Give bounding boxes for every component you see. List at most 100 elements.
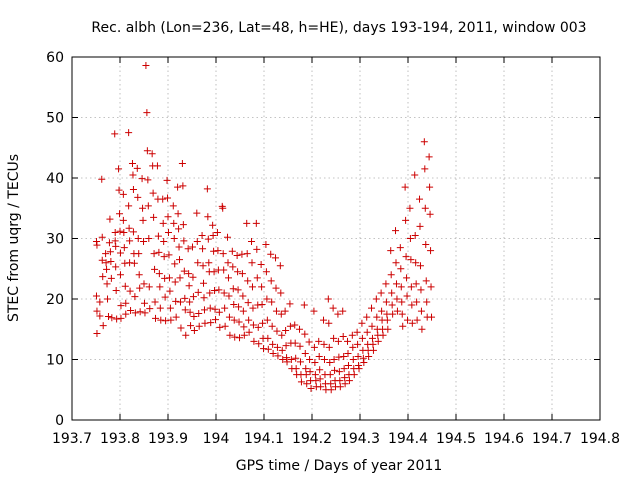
data-point [92,292,100,300]
data-point [238,270,246,278]
data-point [156,304,164,312]
data-point [427,283,435,291]
data-point [135,250,143,258]
data-point [418,325,426,333]
data-point [171,278,179,286]
data-point [126,287,134,295]
data-point [245,328,253,336]
chart-title: Rec. albh (Lon=236, Lat=48, h=HE), days … [91,20,586,36]
data-point [176,298,184,306]
data-point [155,248,163,256]
data-point [164,228,172,236]
data-point [203,185,211,193]
data-point [174,210,182,218]
data-point [140,299,148,307]
data-point [306,368,314,376]
data-point [176,256,184,264]
data-point [105,239,113,247]
data-point [115,165,123,173]
data-point [243,219,251,227]
data-point [225,313,233,321]
data-point [96,312,104,320]
data-point [235,303,243,311]
data-point [146,305,154,313]
data-point [248,238,256,246]
data-point [259,319,267,327]
data-point [301,330,309,338]
data-point [201,319,209,327]
data-point [327,386,335,394]
data-point [185,270,193,278]
data-point [221,322,229,330]
data-point [161,274,169,282]
data-point [277,289,285,297]
data-point [426,183,434,191]
data-point [315,337,323,345]
data-point [210,268,218,276]
x-tick-label: 194.1 [244,431,284,447]
data-point [200,306,208,314]
data-point [199,262,207,270]
data-point [365,352,373,360]
data-point [272,284,280,292]
data-point [276,262,284,270]
data-point [273,343,281,351]
data-point [250,337,258,345]
y-tick-label: 40 [46,171,64,187]
data-point [209,221,217,229]
data-point [179,221,187,229]
data-point [267,277,275,285]
data-point [189,273,197,281]
data-point [194,288,202,296]
data-point [406,204,414,212]
data-point [327,380,335,388]
data-point [188,243,196,251]
data-point [292,354,300,362]
data-point [320,340,328,348]
data-point [175,243,183,251]
data-point [216,323,224,331]
data-point [427,247,435,255]
data-point [204,213,212,221]
data-point [126,259,134,267]
data-point [335,368,343,376]
data-point [221,304,229,312]
data-point [296,342,304,350]
data-point [106,215,114,223]
data-point [399,322,407,330]
data-point [174,183,182,191]
data-point [156,283,164,291]
data-point [117,314,125,322]
data-point [249,304,257,312]
data-point [292,365,300,373]
data-point [392,227,400,235]
data-point [243,250,251,258]
data-point [240,323,248,331]
data-point [140,280,148,288]
data-point [388,301,396,309]
x-tick-label: 193.9 [148,431,188,447]
data-point [277,310,285,318]
data-point [263,295,271,303]
data-point [150,213,158,221]
data-point [374,337,382,345]
data-point [286,300,294,308]
x-tick-label: 194.7 [532,431,572,447]
data-point [423,298,431,306]
data-series [92,61,436,394]
data-point [220,289,228,297]
data-point [306,356,314,363]
data-point [138,175,146,183]
data-point [358,334,366,342]
data-point [131,309,139,317]
data-point [211,287,219,295]
data-point [312,377,320,385]
data-point [190,313,198,321]
data-point [377,289,385,297]
data-point [155,270,163,278]
data-point [249,321,257,329]
data-point [150,250,158,258]
data-point [177,324,185,332]
data-point [282,342,290,350]
data-point [403,292,411,300]
